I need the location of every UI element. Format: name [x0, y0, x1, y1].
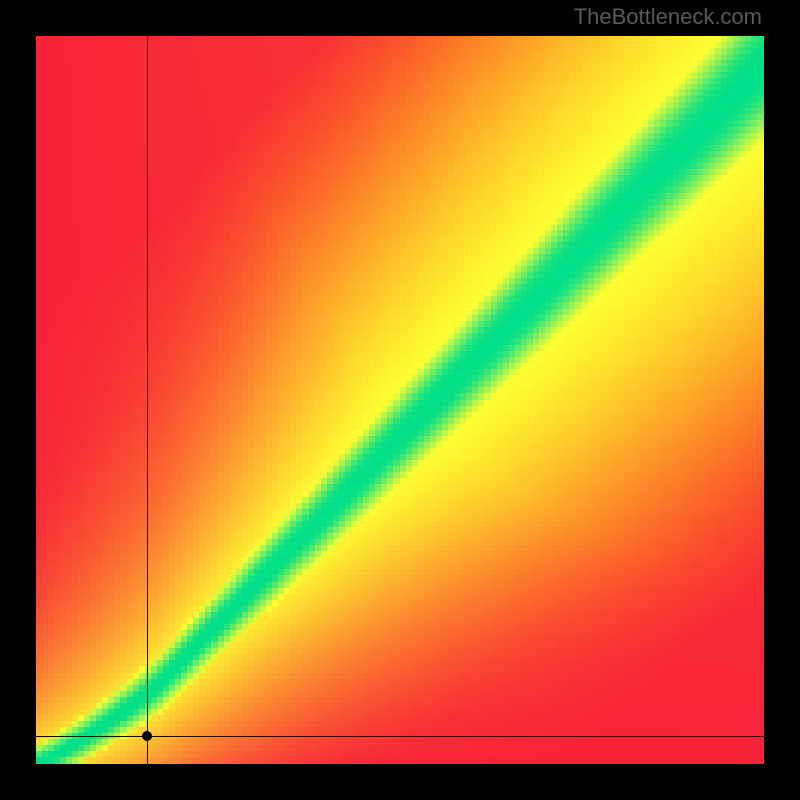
crosshair-vertical [147, 36, 148, 764]
heatmap-canvas [36, 36, 764, 764]
watermark: TheBottleneck.com [574, 4, 762, 30]
selected-point-marker [142, 731, 152, 741]
plot-area [36, 36, 764, 764]
chart-container: TheBottleneck.com [0, 0, 800, 800]
